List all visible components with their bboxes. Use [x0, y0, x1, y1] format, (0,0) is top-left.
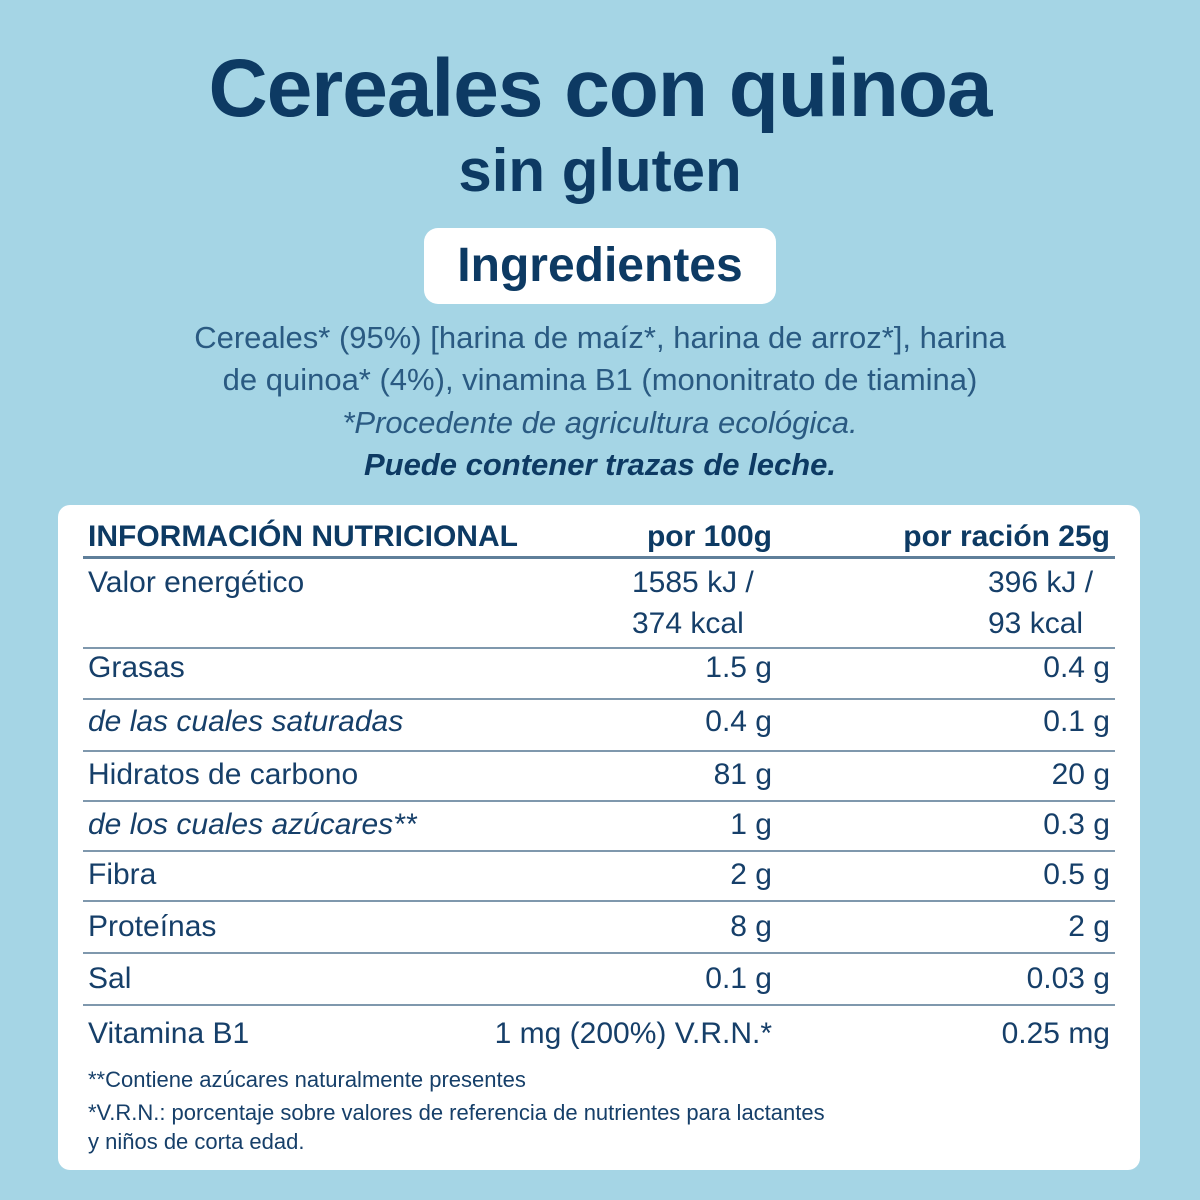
row-rule [83, 900, 1115, 902]
row-label: Fibra [88, 858, 157, 891]
row-value: 0.1 g [705, 962, 772, 995]
ingredients-note: *Procedente de agricultura ecológica. [342, 405, 858, 440]
title: Cereales con quinoa [208, 43, 992, 134]
row-value: 0.4 g [705, 705, 772, 738]
row-value: 0.4 g [1043, 651, 1110, 684]
row-value: 81 g [713, 758, 772, 791]
row-value: 2 g [730, 858, 772, 891]
row-label: de los cuales azúcares** [88, 808, 417, 841]
column-header: INFORMACIÓN NUTRICIONAL [88, 520, 518, 553]
footnote: **Contiene azúcares naturalmente present… [88, 1067, 526, 1092]
row-rule [83, 647, 1115, 649]
row-value: 20 g [1051, 758, 1110, 791]
row-rule [83, 952, 1115, 954]
row-label: Valor energético [88, 566, 305, 599]
row-label: Sal [88, 962, 132, 995]
row-value: 1 g [730, 808, 772, 841]
row-label: Hidratos de carbono [88, 758, 359, 791]
nutrition-panel [58, 505, 1140, 1170]
row-label: Vitamina B1 [88, 1017, 250, 1050]
row-value: 0.03 g [1026, 962, 1110, 995]
row-label: Proteínas [88, 910, 217, 943]
subtitle: sin gluten [458, 137, 742, 204]
row-value: 93 kcal [988, 607, 1084, 640]
ingredients-line: de quinoa* (4%), vinamina B1 (mononitrat… [222, 362, 978, 397]
row-rule [83, 1004, 1115, 1006]
row-rule [83, 750, 1115, 752]
row-value: 8 g [730, 910, 772, 943]
row-value: 2 g [1068, 910, 1110, 943]
header-rule [83, 556, 1115, 559]
row-rule [83, 800, 1115, 802]
footnote: y niños de corta edad. [88, 1129, 305, 1154]
row-label: Grasas [88, 651, 185, 684]
row-rule [83, 850, 1115, 852]
footnote: *V.R.N.: porcentaje sobre valores de ref… [88, 1100, 825, 1125]
row-value: 0.1 g [1043, 705, 1110, 738]
row-value: 1 mg (200%) V.R.N.* [494, 1017, 772, 1050]
column-header: por ración 25g [903, 520, 1110, 553]
row-rule [83, 698, 1115, 700]
row-value: 374 kcal [632, 607, 744, 640]
row-value: 0.5 g [1043, 858, 1110, 891]
row-label: de las cuales saturadas [88, 705, 404, 738]
row-value: 0.25 mg [1001, 1017, 1110, 1050]
allergens: Puede contener trazas de leche. [363, 447, 837, 482]
ingredients-badge: Ingredientes [424, 228, 776, 304]
row-value: 396 kJ / [988, 566, 1094, 599]
ingredients-heading: Ingredientes [457, 239, 743, 292]
row-value: 0.3 g [1043, 808, 1110, 841]
ingredients-line: Cereales* (95%) [harina de maíz*, harina… [194, 320, 1006, 355]
row-value: 1.5 g [705, 651, 772, 684]
column-header: por 100g [646, 520, 772, 553]
row-value: 1585 kJ / [632, 566, 754, 599]
